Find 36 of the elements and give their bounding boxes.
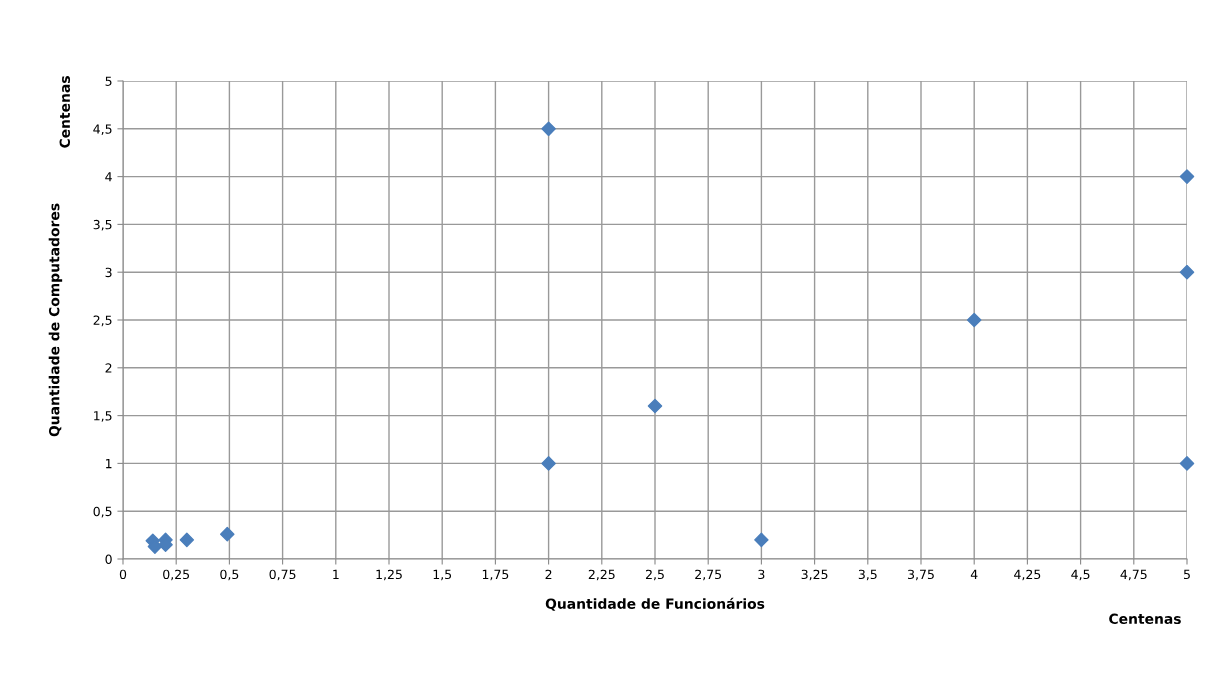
y-axis-title: Quantidade de Computadores	[48, 203, 63, 437]
x-tick-label: 3,25	[801, 569, 828, 581]
y-tick-label: 3,5	[93, 219, 112, 231]
x-tick-label: 3,75	[908, 569, 934, 581]
y-tick-label: 1,5	[94, 411, 112, 422]
x-tick-label: 4	[970, 569, 978, 579]
y-tick-label: 2,5	[93, 315, 112, 327]
x-tick-label: 2,25	[588, 569, 615, 581]
x-axis-title: Quantidade de Funcionários	[545, 597, 765, 611]
x-tick-label: 2,75	[695, 569, 722, 581]
x-tick-label: 0,25	[163, 569, 190, 581]
x-tick-label: 2,5	[645, 569, 664, 581]
x-tick-label: 3,5	[858, 569, 877, 581]
x-tick-label: 4,75	[1120, 569, 1147, 581]
x-tick-label: 1,5	[433, 569, 452, 581]
x-tick-label: 0,5	[220, 569, 239, 581]
text: Centenas	[1109, 613, 1181, 625]
x-tick-label: 0	[119, 569, 127, 580]
y-tick-label: 1	[106, 459, 112, 469]
x-tick-label: 4,25	[1014, 569, 1041, 581]
text: Centenas	[59, 76, 71, 148]
y-tick-label: 3	[105, 267, 112, 278]
x-tick-label: 1,25	[376, 569, 402, 581]
y-tick-label: 0,5	[93, 506, 112, 518]
x-tick-label: 3	[758, 569, 765, 580]
x-tick-label: 4,5	[1071, 569, 1090, 581]
y-tick-label: 2	[105, 363, 112, 373]
x-tick-label: 0,75	[269, 569, 296, 581]
x-tick-label: 5	[1183, 569, 1190, 580]
y-tick-label: 4	[105, 172, 112, 182]
x-tick-label: 2	[545, 569, 552, 579]
y-tick-label: 5	[105, 76, 112, 86]
y-tick-label: 0	[105, 554, 112, 564]
x-tick-label: 1	[333, 569, 339, 579]
x-tick-label: 1,75	[482, 569, 509, 581]
y-tick-label: 4,5	[93, 124, 112, 135]
